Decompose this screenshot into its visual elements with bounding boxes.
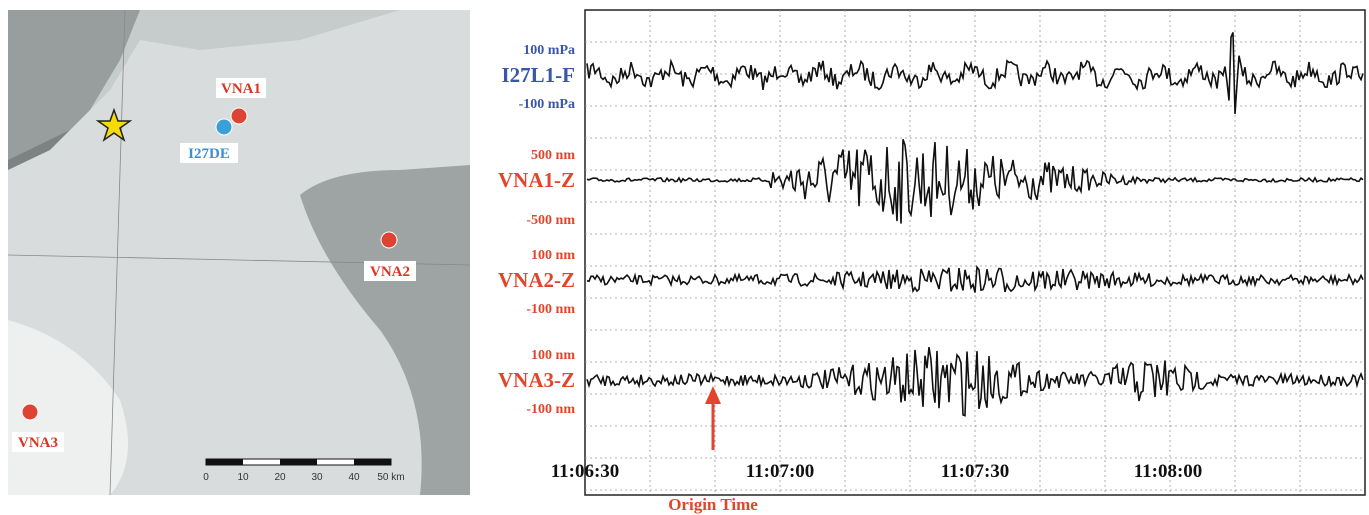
- event-star: [95, 107, 133, 142]
- array-label: I27DE: [188, 146, 230, 162]
- label-box: [180, 143, 238, 163]
- scale-label: 20: [274, 472, 286, 483]
- trace-label: VNA2-Z: [498, 268, 575, 292]
- trace-upper-label: 100 mPa: [523, 43, 575, 58]
- waveform: [586, 264, 1364, 294]
- station-label: VNA3: [18, 435, 58, 451]
- trace-label: I27L1-F: [502, 63, 576, 87]
- scale-bar: 0 10 20 30 40 50 km: [203, 458, 405, 483]
- scale-seg: [354, 459, 391, 465]
- scale-label: 50 km: [377, 472, 404, 483]
- scale-seg: [280, 459, 317, 465]
- waveform: [586, 32, 1364, 115]
- scale-label: 10: [237, 472, 249, 483]
- trace-lower-label: -500 nm: [526, 213, 575, 228]
- label-box: [216, 78, 266, 98]
- annotation: Origin Time: [668, 495, 758, 514]
- scale-seg: [206, 459, 243, 465]
- map-grid: [109, 9, 126, 496]
- trace-upper-label: 100 nm: [531, 248, 575, 263]
- scale-label: 40: [348, 472, 360, 483]
- trace-lower-label: -100 mPa: [519, 97, 575, 112]
- time-label: 11:07:30: [941, 461, 1010, 482]
- trace-upper-label: 100 nm: [531, 348, 575, 363]
- station-marker: [21, 403, 39, 421]
- map: VNA1 VNA2 VNA3 I27DE 0 10 20 30 40 50 km: [7, 9, 471, 496]
- time-label: 11:07:00: [746, 461, 815, 482]
- label-box: [12, 432, 64, 452]
- trace-label: VNA1-Z: [498, 168, 575, 192]
- scale-label: 30: [311, 472, 323, 483]
- trace-lower-label: -100 nm: [526, 302, 575, 317]
- sea-area: [300, 165, 470, 495]
- scale-label: 0: [203, 472, 209, 483]
- station-marker: [230, 107, 248, 125]
- waveform: [586, 139, 1364, 224]
- trace-label: VNA3-Z: [498, 368, 575, 392]
- seismogram: [584, 9, 1366, 496]
- station-label: VNA1: [221, 81, 261, 97]
- station-marker: [380, 231, 398, 249]
- array-marker: [215, 118, 233, 136]
- waveform: [586, 346, 1364, 417]
- origin-arrowhead: [705, 386, 721, 404]
- time-label: 11:08:00: [1134, 461, 1203, 482]
- station-label: VNA2: [370, 264, 410, 280]
- shade: [8, 10, 400, 160]
- time-label: 11:06:30: [551, 461, 620, 482]
- trace-lower-label: -100 nm: [526, 402, 575, 417]
- label-box: [364, 261, 416, 281]
- trace-upper-label: 500 nm: [531, 148, 575, 163]
